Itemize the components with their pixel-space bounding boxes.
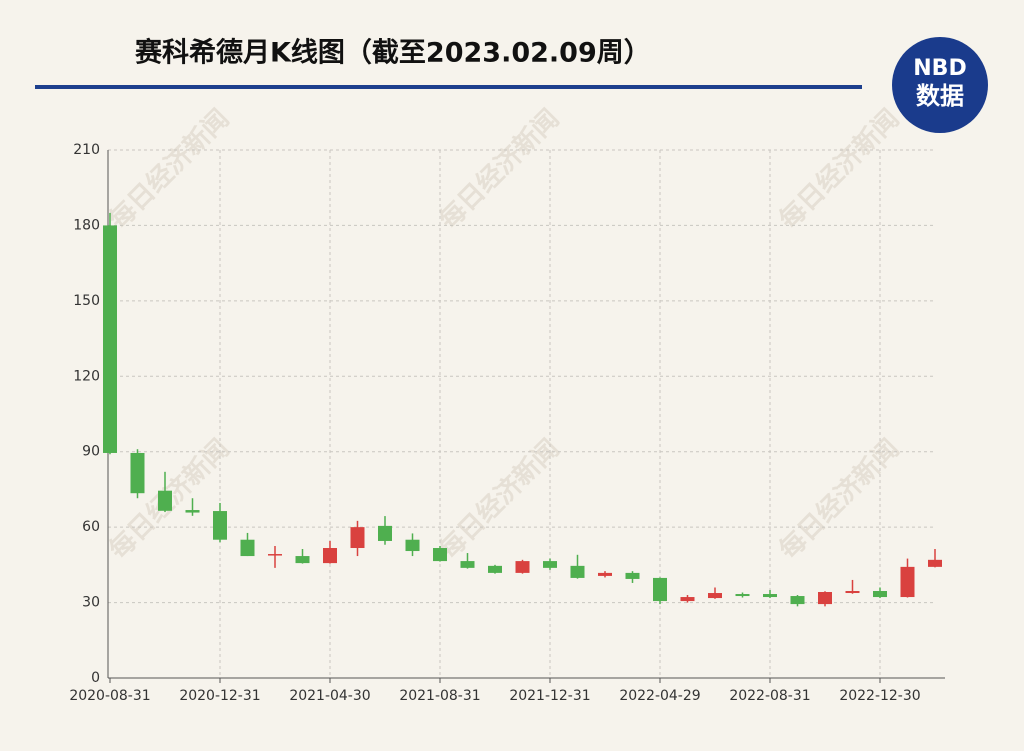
candle-body: [158, 490, 172, 511]
x-tick-label: 2021-08-31: [399, 688, 480, 704]
candle-body: [653, 577, 667, 602]
candle-body: [873, 591, 887, 598]
x-tick-label: 2021-04-30: [289, 688, 370, 704]
candle-body: [735, 594, 750, 597]
candle-body: [818, 592, 832, 605]
candle-body: [378, 525, 392, 541]
candle-body: [295, 556, 310, 564]
candle-body: [515, 561, 530, 573]
logo-badge: [892, 37, 988, 133]
candle-body: [625, 572, 640, 579]
candle-body: [845, 591, 860, 594]
x-tick-label: 2021-12-31: [509, 688, 590, 704]
candle-body: [405, 539, 420, 552]
candle-body: [185, 510, 200, 513]
chart-title: 赛科希德月K线图（截至2023.02.09周）: [134, 37, 651, 69]
candle-body: [323, 548, 337, 564]
x-tick-label: 2022-04-29: [619, 688, 700, 704]
candle-body: [928, 559, 942, 567]
candle-body: [130, 452, 145, 494]
logo-text: 数据: [916, 82, 964, 110]
y-tick-label: 30: [82, 595, 100, 611]
x-tick-label: 2022-12-30: [839, 688, 920, 704]
candle-body: [680, 597, 695, 602]
candle-body: [543, 561, 557, 568]
candle-body: [570, 565, 585, 578]
candle-body: [488, 565, 502, 573]
y-tick-label: 210: [73, 142, 100, 158]
candle-body: [103, 225, 117, 453]
y-tick-label: 60: [82, 519, 100, 535]
candle-body: [350, 527, 365, 549]
candle-body: [213, 511, 227, 540]
y-tick-label: 180: [73, 217, 100, 233]
candle-body: [598, 572, 612, 576]
logo-text: NBD: [913, 56, 966, 81]
candle-body: [763, 594, 777, 598]
candle-body: [433, 548, 447, 562]
x-tick-label: 2020-12-31: [179, 688, 260, 704]
candle-body: [708, 593, 722, 599]
y-tick-label: 120: [73, 368, 100, 384]
candle-body: [460, 561, 475, 568]
x-tick-label: 2020-08-31: [69, 688, 150, 704]
y-tick-label: 0: [91, 670, 100, 686]
y-tick-label: 90: [82, 444, 100, 460]
candle-body: [268, 554, 282, 556]
candle-body: [240, 539, 255, 557]
y-tick-label: 150: [73, 293, 100, 309]
candle-body: [790, 596, 805, 605]
candle-body: [900, 566, 915, 598]
x-tick-label: 2022-08-31: [729, 688, 810, 704]
